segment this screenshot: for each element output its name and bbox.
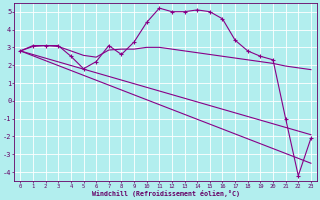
X-axis label: Windchill (Refroidissement éolien,°C): Windchill (Refroidissement éolien,°C) bbox=[92, 190, 240, 197]
